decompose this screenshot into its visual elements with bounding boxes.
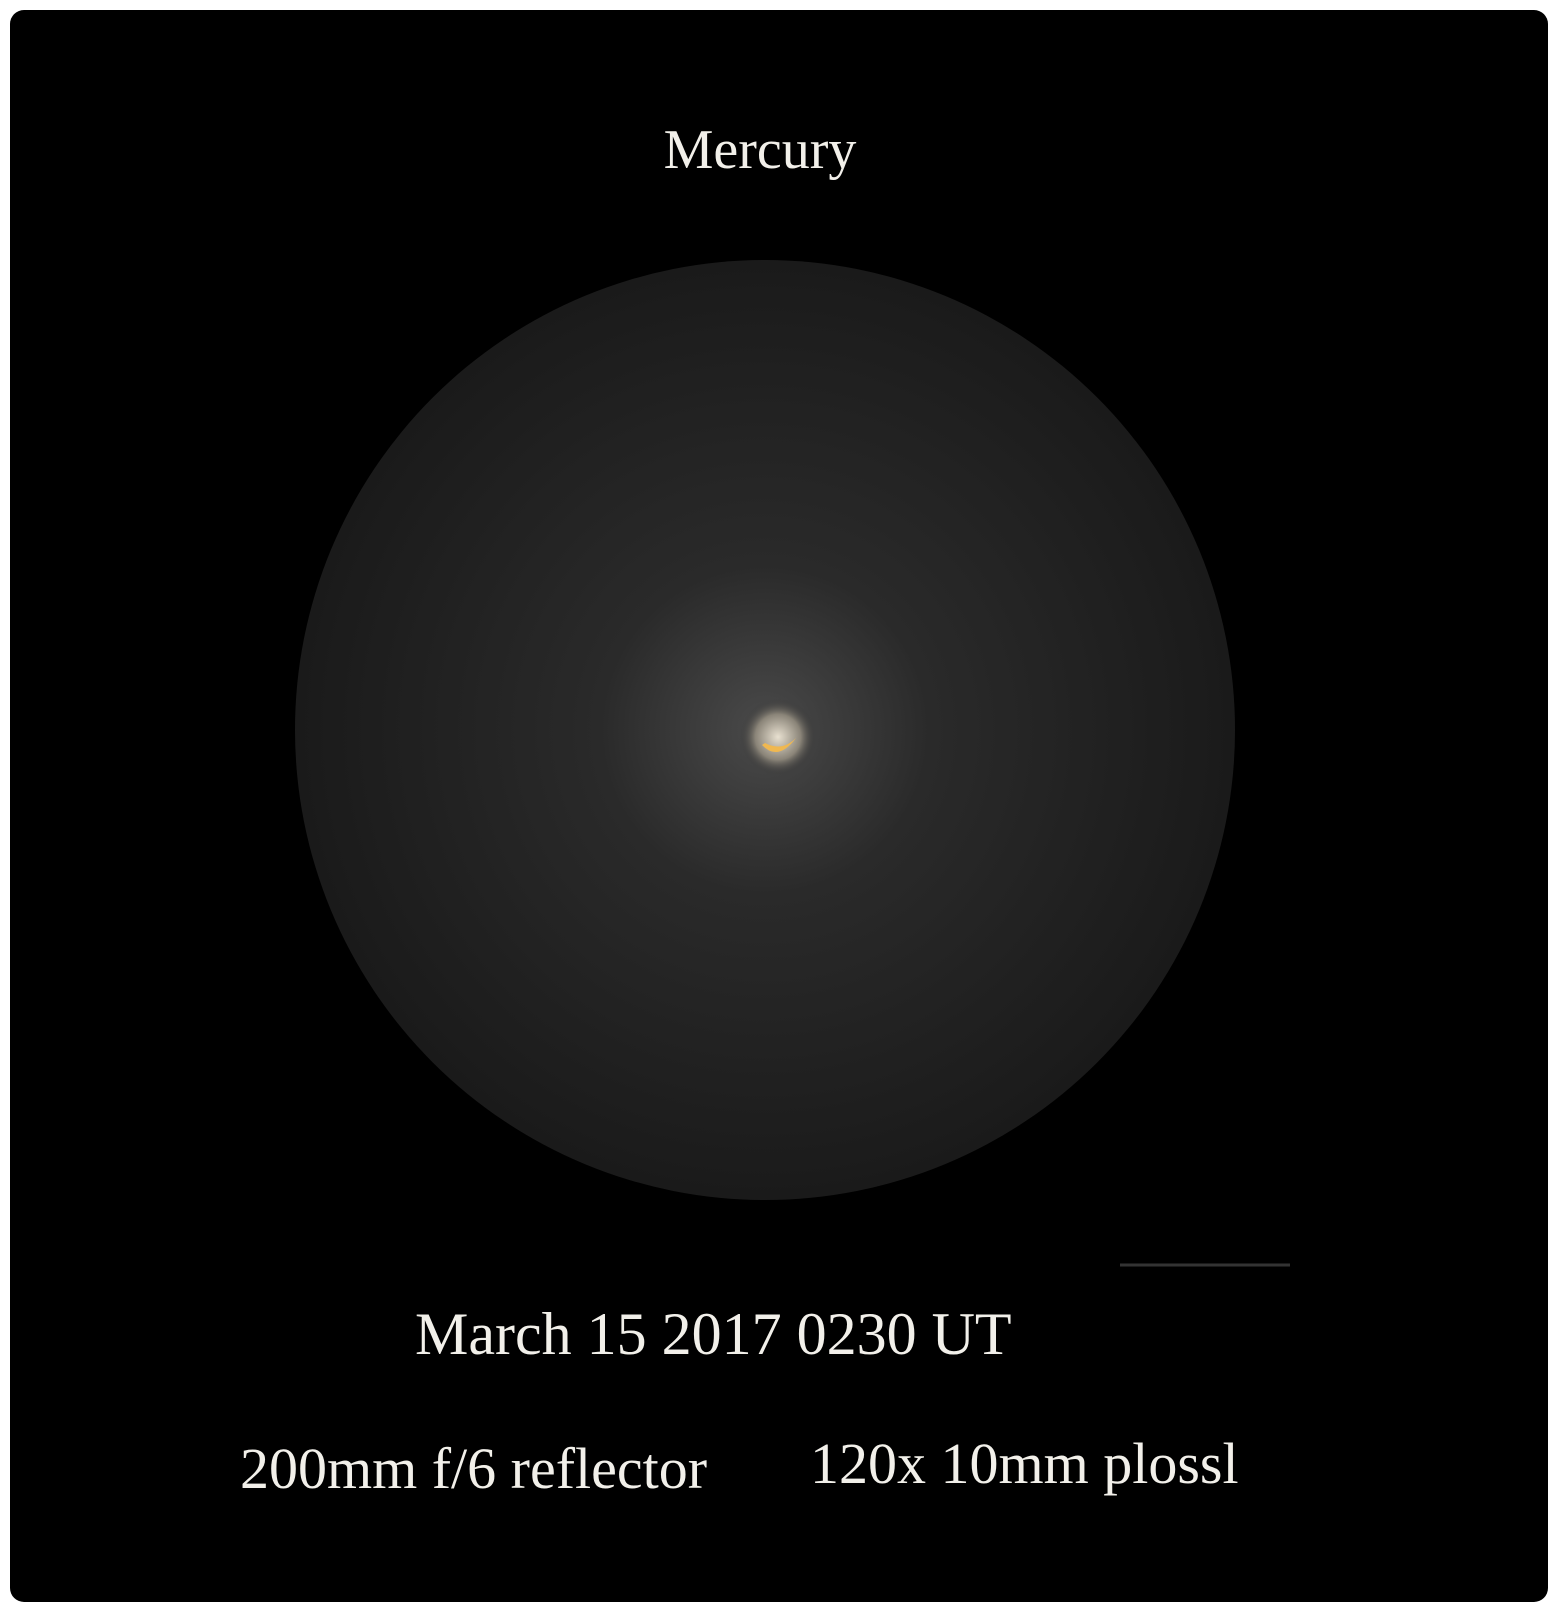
- eyepiece: 120x 10mm plossl: [810, 1430, 1239, 1497]
- date: March 15 2017 0230 UT: [415, 1300, 1012, 1369]
- page: Mercury March 15 2017 0230 UT 200mm f/6 …: [0, 0, 1548, 1602]
- planet-halo: [740, 699, 816, 775]
- title: Mercury: [10, 118, 1510, 182]
- sketch-frame: Mercury March 15 2017 0230 UT 200mm f/6 …: [10, 10, 1548, 1602]
- telescope: 200mm f/6 reflector: [240, 1435, 707, 1502]
